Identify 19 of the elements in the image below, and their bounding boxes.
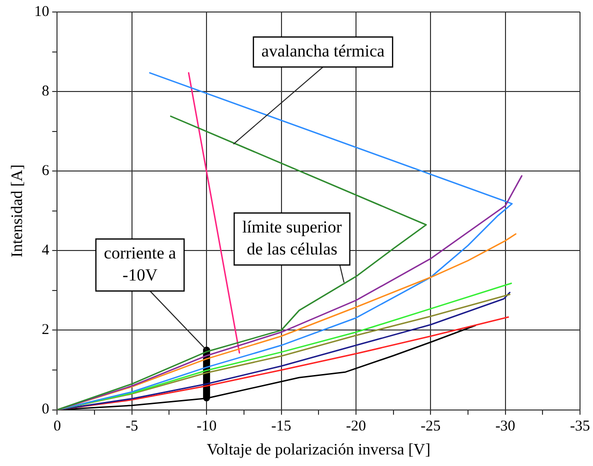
- y-tick-label: 10: [34, 4, 50, 20]
- x-tick-label: -25: [420, 418, 441, 435]
- annotation: límite superior de las células: [242, 217, 342, 258]
- y-axis-title: Intensidad [A]: [8, 164, 26, 258]
- y-tick-label: 4: [42, 242, 50, 259]
- x-tick-label: -30: [495, 418, 516, 435]
- x-tick-label: -5: [126, 418, 138, 435]
- x-tick-label: -35: [570, 418, 590, 435]
- y-tick-label: 6: [42, 163, 50, 180]
- annotation: avalancha térmica: [261, 41, 386, 60]
- x-axis-title: Voltaje de polarización inversa [V]: [206, 442, 430, 459]
- x-tick-label: 0: [53, 418, 61, 435]
- annotation: corriente a -10V: [104, 243, 177, 284]
- x-tick-label: -10: [196, 418, 217, 435]
- x-tick-label: -15: [271, 418, 292, 435]
- y-tick-label: 2: [42, 322, 50, 338]
- y-tick-label: 0: [42, 402, 50, 418]
- x-tick-label: -20: [346, 418, 366, 435]
- y-tick-label: 8: [42, 83, 50, 100]
